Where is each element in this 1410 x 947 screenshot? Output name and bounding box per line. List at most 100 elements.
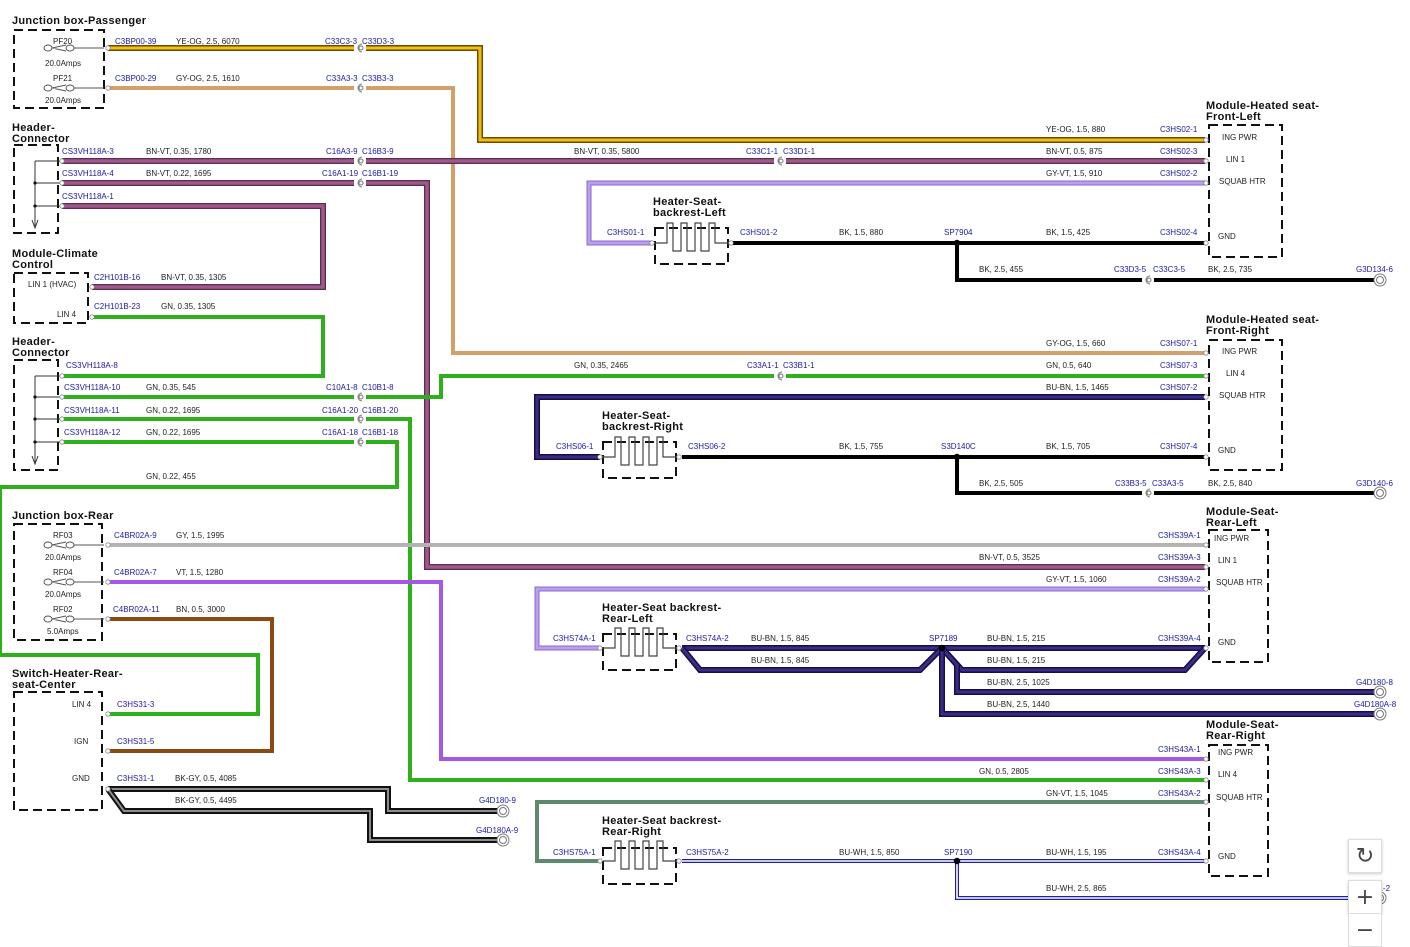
connector-id-label[interactable]: C4BR02A-11 — [113, 605, 160, 614]
connector-id-label[interactable]: CS3VH118A-1 — [62, 192, 114, 201]
connector-id-label[interactable]: C33A3-5 — [1152, 479, 1184, 488]
connector-id-label[interactable]: C16B1-19 — [362, 169, 399, 178]
connector-id-label[interactable]: C33A3-3 — [326, 74, 358, 83]
connector-id-label[interactable]: C33B1-1 — [783, 361, 815, 370]
zoom-in-button[interactable]: + — [1348, 880, 1382, 914]
connector-id-label[interactable]: C16A1-19 — [322, 169, 359, 178]
connector-id-label[interactable]: C4BR02A-9 — [114, 531, 157, 540]
connector-id-label[interactable]: C3HS07-3 — [1160, 361, 1198, 370]
splice-dot[interactable] — [953, 453, 961, 461]
connector-id-label[interactable]: C3BP00-29 — [115, 74, 157, 83]
wire-gy-og[interactable] — [108, 86, 1205, 355]
connector-id-label[interactable]: G3D140-6 — [1356, 479, 1393, 488]
connector-id-label[interactable]: C3HS07-1 — [1160, 339, 1198, 348]
connector-id-label[interactable]: C3HS43A-1 — [1158, 745, 1201, 754]
splice-dot[interactable] — [953, 857, 961, 865]
connector-id-label[interactable]: C3HS39A-3 — [1158, 553, 1201, 562]
connector-id-label[interactable]: SP7190 — [944, 848, 973, 857]
wire-vt[interactable] — [108, 580, 1205, 761]
connector-id-label[interactable]: C33C3-3 — [325, 37, 358, 46]
ground-terminal-icon[interactable] — [1373, 707, 1387, 721]
connector-id-label[interactable]: G4D180A-9 — [476, 826, 519, 835]
connector-id-label[interactable]: G3D134-6 — [1356, 265, 1393, 274]
connector-id-label[interactable]: G4D180-9 — [479, 796, 516, 805]
wire-gn[interactable] — [0, 440, 399, 716]
connector-id-label[interactable]: C4BR02A-7 — [114, 568, 157, 577]
ground-terminal-icon[interactable] — [1373, 685, 1387, 699]
connector-id-label[interactable]: C33C1-1 — [746, 147, 779, 156]
connector-id-label[interactable]: C33D3-3 — [362, 37, 395, 46]
connector-id-label[interactable]: C16A1-20 — [322, 406, 359, 415]
connector-id-label[interactable]: C2H101B-16 — [94, 273, 141, 282]
connector-id-label[interactable]: C10A1-8 — [326, 383, 358, 392]
connector-id-label[interactable]: C16A3-9 — [326, 147, 358, 156]
ground-terminal-icon[interactable] — [1373, 273, 1387, 287]
wire-bk-gy[interactable] — [108, 786, 498, 814]
connector-id-label[interactable]: CS3VH118A-8 — [66, 361, 118, 370]
wire-gn[interactable] — [62, 417, 1205, 782]
connector-id-label[interactable]: C3HS02-3 — [1160, 147, 1198, 156]
connector-id-label[interactable]: C3HS75A-1 — [553, 848, 596, 857]
wire-bu-bn[interactable] — [534, 394, 1205, 460]
wire-gn[interactable] — [62, 315, 325, 378]
wire-bu-bn[interactable] — [939, 645, 1208, 673]
connector-id-label[interactable]: 31-2 — [1374, 884, 1391, 893]
connector-id-label[interactable]: C33A1-1 — [747, 361, 779, 370]
connector-id-label[interactable]: C3HS07-2 — [1160, 383, 1198, 392]
connector-id-label[interactable]: C3HS02-1 — [1160, 125, 1198, 134]
connector-id-label[interactable]: CS3VH118A-10 — [64, 383, 121, 392]
connector-id-label[interactable]: C33B3-5 — [1115, 479, 1147, 488]
connector-id-label[interactable]: CS3VH118A-4 — [62, 169, 114, 178]
connector-id-label[interactable]: C3HS43A-3 — [1158, 767, 1201, 776]
connector-id-label[interactable]: C3HS01-2 — [740, 228, 778, 237]
connector-id-label[interactable]: C16B1-20 — [362, 406, 399, 415]
connector-id-label[interactable]: C10B1-8 — [362, 383, 394, 392]
connector-id-label[interactable]: C3HS43A-4 — [1158, 848, 1201, 857]
connector-id-label[interactable]: C3HS39A-4 — [1158, 634, 1201, 643]
connector-id-label[interactable]: C33D1-1 — [783, 147, 816, 156]
connector-id-label[interactable]: C3HS74A-1 — [553, 634, 596, 643]
connector-id-label[interactable]: C3HS01-1 — [607, 228, 645, 237]
connector-id-label[interactable]: C3HS07-4 — [1160, 442, 1198, 451]
connector-id-label[interactable]: C3HS31-3 — [117, 700, 155, 709]
wire-bn-vt[interactable] — [62, 180, 1205, 570]
ground-terminal-icon[interactable] — [1373, 486, 1387, 500]
connector-id-label[interactable]: G4D180A-8 — [1354, 700, 1397, 709]
connector-id-label[interactable]: S3D140C — [941, 442, 976, 451]
wire-bk[interactable] — [955, 457, 1375, 495]
wire-bk[interactable] — [955, 243, 1375, 282]
ground-terminal-icon[interactable] — [496, 804, 510, 818]
reset-view-button[interactable]: ↻ — [1348, 839, 1382, 873]
connector-id-label[interactable]: C3HS06-1 — [556, 442, 594, 451]
connector-id-label[interactable]: C33B3-3 — [362, 74, 394, 83]
connector-id-label[interactable]: C16B1-18 — [362, 428, 399, 437]
connector-id-label[interactable]: C16A1-18 — [322, 428, 359, 437]
wire-bn[interactable] — [108, 617, 274, 753]
connector-id-label[interactable]: C33C3-5 — [1153, 265, 1186, 274]
connector-id-label[interactable]: C33D3-5 — [1114, 265, 1147, 274]
ground-terminal-icon[interactable] — [496, 833, 510, 847]
connector-id-label[interactable]: C3HS06-2 — [688, 442, 726, 451]
connector-id-label[interactable]: CS3VH118A-11 — [64, 406, 120, 415]
connector-id-label[interactable]: SP7904 — [944, 228, 973, 237]
connector-id-label[interactable]: C2H101B-23 — [94, 302, 141, 311]
wire-gn[interactable] — [62, 374, 1205, 399]
connector-id-label[interactable]: SP7189 — [929, 634, 958, 643]
connector-id-label[interactable]: C3HS75A-2 — [686, 848, 729, 857]
wire-bu-bn[interactable] — [939, 646, 1375, 695]
wire-bk-gy[interactable] — [105, 787, 498, 843]
wire-bu-bn[interactable] — [939, 648, 1375, 717]
zoom-out-button[interactable]: − — [1348, 914, 1382, 947]
wire-bu-wh[interactable] — [955, 861, 1350, 900]
wire-gy-vt[interactable] — [586, 180, 1205, 246]
connector-id-label[interactable]: C3HS02-2 — [1160, 169, 1198, 178]
connector-id-label[interactable]: C16B3-9 — [362, 147, 394, 156]
wire-gy-vt[interactable] — [534, 586, 1205, 651]
connector-id-label[interactable]: C3HS39A-2 — [1158, 575, 1201, 584]
connector-id-label[interactable]: C3HS31-1 — [117, 774, 155, 783]
wire-bu-bn[interactable] — [679, 645, 945, 673]
connector-id-label[interactable]: C3HS39A-1 — [1158, 531, 1201, 540]
wire-ye-og[interactable] — [108, 45, 1205, 143]
wire-bn-vt[interactable] — [62, 203, 326, 290]
connector-id-label[interactable]: G4D180-8 — [1356, 678, 1393, 687]
